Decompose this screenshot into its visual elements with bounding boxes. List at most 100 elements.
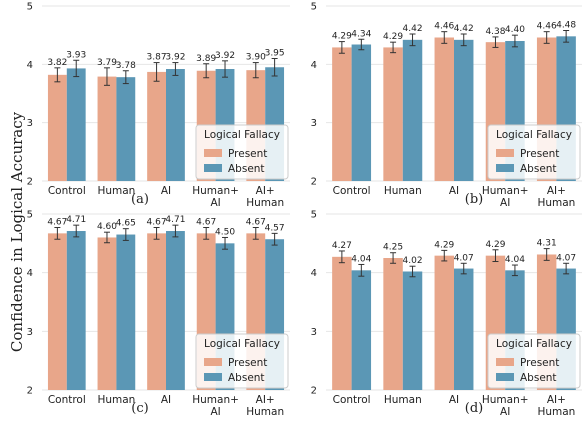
bar-absent — [402, 271, 423, 390]
x-tick-label-line: AI — [449, 185, 459, 197]
value-label-absent: 3.92 — [165, 53, 185, 63]
legend-swatch-present — [496, 358, 514, 366]
x-tick-label-line: AI — [210, 197, 220, 209]
value-label-present: 4.27 — [332, 241, 352, 251]
legend-swatch-absent — [204, 373, 222, 381]
value-label-absent: 3.92 — [215, 51, 235, 61]
bar-present — [147, 71, 166, 181]
value-label-absent: 4.07 — [454, 253, 474, 263]
x-tick-label: Control — [48, 394, 86, 406]
x-tick-label-line: AI — [500, 197, 510, 209]
value-label-present: 3.82 — [47, 58, 67, 68]
y-tick-label: 2 — [27, 177, 33, 188]
value-label-absent: 4.34 — [351, 29, 371, 39]
value-label-absent: 4.40 — [505, 25, 525, 35]
x-tick-label-line: Control — [48, 394, 86, 406]
x-tick-label-line: Control — [333, 185, 371, 197]
bar-present — [332, 47, 352, 181]
value-label-present: 4.29 — [485, 240, 505, 250]
bar-absent — [116, 77, 136, 181]
x-tick-label-line: AI+ — [256, 394, 275, 406]
x-tick-label: AI+ Human — [537, 394, 575, 418]
x-tick-label-line: AI — [210, 406, 220, 418]
y-tick-label: 4 — [27, 268, 33, 279]
x-tick-label-line: Human+ — [192, 185, 239, 197]
x-tick-label: Human+ AI — [482, 394, 529, 418]
y-tick-label: 4 — [27, 60, 33, 71]
x-tick-label-line: Human+ — [192, 394, 239, 406]
legend: Logical Fallacy Present Absent — [195, 333, 289, 389]
x-tick-label: Human+ AI — [192, 394, 239, 418]
x-tick-label-line: AI — [449, 394, 459, 406]
bar-absent — [166, 231, 185, 390]
x-tick-label: AI — [449, 185, 459, 197]
legend-label-present: Present — [228, 148, 267, 160]
x-tick-label-line: AI+ — [547, 185, 566, 197]
chart-panel-4: 23454.274.04Control4.254.02Human4.294.07… — [311, 210, 582, 418]
x-tick-label: Human — [97, 185, 135, 197]
value-label-absent: 4.04 — [505, 255, 525, 265]
x-tick-label: Control — [333, 185, 371, 197]
legend-label-absent: Absent — [520, 372, 557, 384]
bar-absent — [66, 68, 86, 181]
y-tick-label: 2 — [27, 386, 33, 397]
x-tick-label-line: AI+ — [547, 394, 566, 406]
legend: Logical Fallacy Present Absent — [487, 124, 581, 180]
y-tick-label: 5 — [311, 2, 317, 13]
y-tick-label: 3 — [27, 118, 33, 129]
value-label-present: 3.87 — [147, 53, 167, 63]
x-tick-label-line: AI — [500, 406, 510, 418]
value-label-present: 4.29 — [434, 240, 454, 250]
x-tick-label: AI — [161, 394, 171, 406]
legend-label-absent: Absent — [520, 163, 557, 175]
x-tick-label: AI — [161, 185, 171, 197]
value-label-present: 4.46 — [537, 22, 557, 32]
value-label-absent: 4.71 — [165, 215, 185, 225]
y-tick-label: 5 — [311, 210, 317, 221]
bar-present — [434, 37, 454, 181]
value-label-absent: 3.93 — [66, 50, 86, 60]
legend-swatch-present — [204, 149, 222, 157]
legend-label-absent: Absent — [228, 372, 265, 384]
value-label-present: 4.67 — [246, 217, 266, 227]
x-tick-label-line: Human+ — [482, 394, 529, 406]
legend: Logical Fallacy Present Absent — [195, 124, 289, 180]
x-tick-label-line: Human — [537, 197, 575, 209]
bar-absent — [454, 268, 474, 390]
legend-label-absent: Absent — [228, 163, 265, 175]
x-tick-label-line: AI+ — [256, 185, 275, 197]
panel-label: (b) — [465, 192, 483, 207]
legend-swatch-absent — [204, 164, 222, 172]
value-label-present: 4.38 — [485, 27, 505, 37]
bar-present — [332, 256, 352, 390]
legend-swatch-absent — [496, 164, 514, 172]
legend-title: Logical Fallacy — [496, 338, 572, 350]
y-tick-label: 5 — [27, 210, 33, 221]
x-tick-label-line: Control — [333, 394, 371, 406]
value-label-absent: 4.57 — [265, 223, 285, 233]
y-tick-label: 3 — [27, 327, 33, 338]
value-label-present: 3.89 — [196, 54, 216, 64]
legend-swatch-present — [496, 149, 514, 157]
value-label-absent: 4.04 — [351, 254, 371, 264]
value-label-absent: 3.95 — [265, 49, 285, 59]
x-tick-label: Human — [384, 394, 422, 406]
value-label-present: 4.67 — [147, 217, 167, 227]
value-label-present: 4.60 — [97, 222, 117, 232]
y-tick-label: 4 — [311, 268, 317, 279]
legend-title: Logical Fallacy — [204, 129, 280, 141]
value-label-present: 4.29 — [332, 32, 352, 42]
bar-absent — [116, 234, 136, 390]
value-label-present: 3.79 — [97, 58, 117, 68]
value-label-present: 4.31 — [537, 239, 557, 249]
value-label-absent: 3.78 — [116, 61, 136, 71]
bar-absent — [66, 231, 86, 390]
legend-swatch-absent — [496, 373, 514, 381]
x-tick-label-line: AI — [161, 394, 171, 406]
legend-label-present: Present — [520, 357, 559, 369]
bar-present — [383, 47, 403, 181]
x-tick-label-line: Human — [384, 394, 422, 406]
bar-present — [47, 74, 67, 181]
x-tick-label-line: Control — [48, 185, 86, 197]
